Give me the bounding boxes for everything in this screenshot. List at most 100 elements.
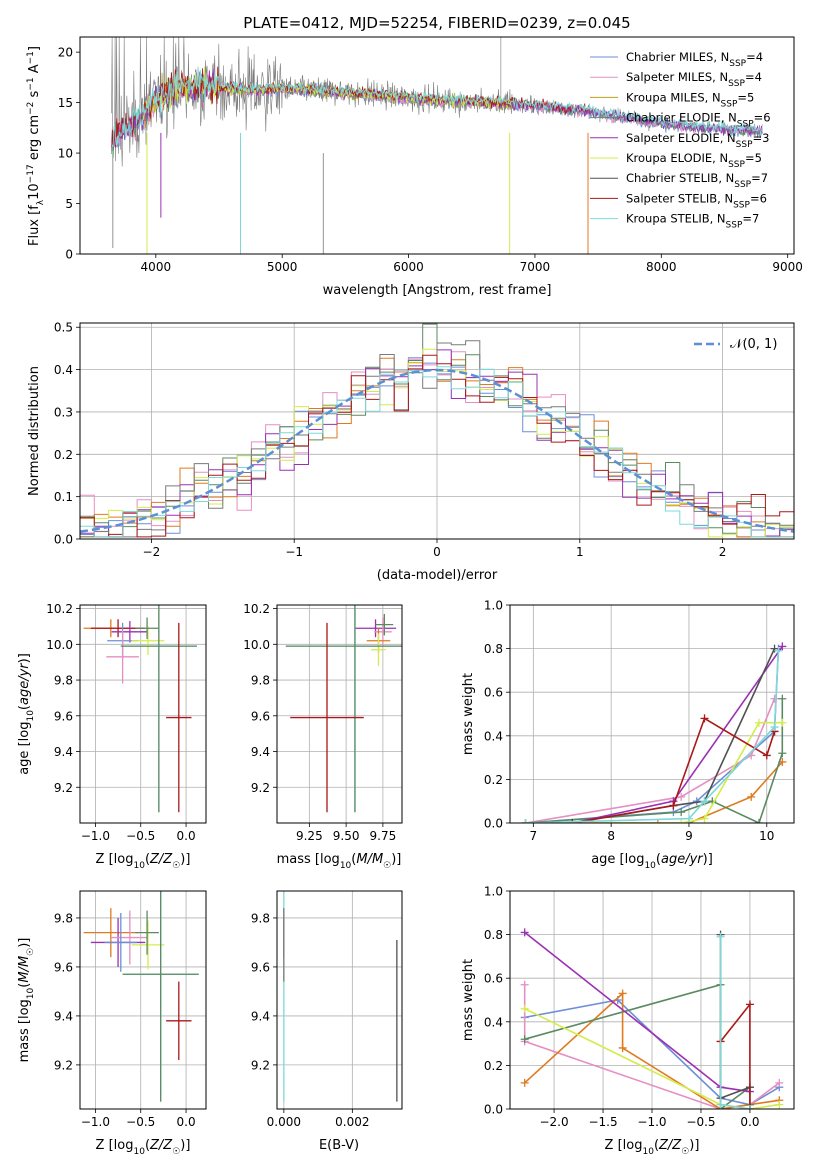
weight-marker — [770, 723, 779, 732]
y-tick-label: 9.4 — [54, 745, 73, 759]
x-axis-label: wavelength [Angstrom, rest frame] — [323, 283, 552, 298]
y-tick-label: 9.2 — [54, 781, 73, 795]
y-axis-label: mass weight — [461, 673, 476, 755]
weight-marker — [618, 989, 627, 998]
axes-frame — [276, 890, 403, 1110]
x-axis-label: (data-model)/error — [377, 568, 498, 583]
legend-entry: Salpeter ELODIE, NSSP=3 — [626, 131, 769, 150]
y-tick-label: 0.2 — [484, 773, 503, 787]
axes-spectrum: 4000 5000 6000 7000 8000 9000 0 5 10 15 20 waveleng… — [26, 36, 803, 298]
y-tick-label: 9.6 — [54, 709, 73, 723]
weight-marker — [747, 792, 756, 801]
x-axis-label: mass [log10(M/M☉)] — [277, 852, 402, 871]
x-axis-label: E(B-V) — [319, 1138, 359, 1153]
x-axis-label: Z [log10(Z/Z☉)] — [605, 1138, 700, 1157]
y-tick-label: 20 — [58, 46, 73, 60]
weight-marker — [653, 819, 662, 823]
weight-marker — [669, 801, 678, 810]
axes-frame — [79, 604, 207, 824]
plot-area-age_vs_mass — [277, 605, 402, 823]
x-tick-label: 2 — [719, 545, 727, 559]
weight-marker — [520, 1078, 529, 1087]
x-tick-label: −2 — [143, 545, 161, 559]
y-axis-label: mass weight — [461, 959, 476, 1041]
weight-series — [524, 991, 780, 1109]
x-tick-label: 0.0 — [177, 829, 196, 843]
y-tick-label: 9.4 — [251, 745, 270, 759]
x-tick-label: 9 — [685, 829, 693, 843]
weight-marker — [677, 808, 686, 817]
y-tick-label: 9.6 — [251, 960, 270, 974]
y-tick-label: 10.0 — [243, 638, 270, 652]
plot-area-spectrum — [111, 37, 763, 254]
x-axis-label: age [log10(age/yr)] — [591, 852, 713, 871]
y-tick-label: 0.3 — [54, 405, 73, 419]
weight-series — [523, 984, 780, 1109]
x-axis-label: Z [log10(Z/Z☉)] — [96, 852, 191, 871]
axes-frame — [509, 890, 795, 1110]
legend-entry: Chabrier MILES, NSSP=4 — [626, 50, 763, 69]
x-tick-label: 10 — [759, 829, 774, 843]
axes-frame — [79, 322, 795, 540]
y-axis-label: age [log10(age/yr)] — [17, 653, 36, 775]
y-tick-label: 0.4 — [54, 363, 73, 377]
weight-marker — [778, 749, 787, 758]
weight-marker — [775, 1100, 784, 1109]
legend-entry: Kroupa ELODIE, NSSP=5 — [626, 151, 762, 170]
y-axis-label: Flux [fλ10−17 erg cm−2 s−1 A−1] — [26, 46, 46, 246]
x-tick-label: 0.000 — [267, 1115, 301, 1129]
y-tick-label: 9.6 — [54, 960, 73, 974]
weight-marker — [754, 819, 763, 823]
x-tick-label: −0.5 — [686, 1115, 715, 1129]
weight-marker — [684, 814, 693, 823]
axes-age_vs_Z: −1.0 −0.5 0.0 9.2 9.4 9.6 9.8 10.0 10.2 Z [log10(… — [17, 602, 207, 871]
y-axis-label: Normed distribution — [27, 366, 42, 496]
y-tick-label: 0.1 — [54, 490, 73, 504]
weight-marker — [774, 646, 783, 655]
weight-marker — [775, 1078, 784, 1087]
plot-area-age_vs_Z — [80, 605, 206, 823]
weight-marker — [762, 751, 771, 760]
x-tick-label: 4000 — [141, 260, 172, 274]
y-tick-label: 0.8 — [484, 928, 503, 942]
weight-marker — [520, 1035, 529, 1044]
legend-entry: Kroupa MILES, NSSP=5 — [626, 90, 754, 109]
spectrum-model-line — [111, 66, 763, 153]
axes-mass_vs_ebv: 0.000 0.002 9.2 9.4 9.6 9.8 E(B-V) — [251, 890, 403, 1153]
weight-marker — [716, 1100, 725, 1109]
y-tick-label: 0 — [65, 248, 73, 262]
histogram-series — [80, 340, 794, 538]
axes-mass_vs_Z: −1.0 −0.5 0.0 9.2 9.4 9.6 9.8 Z [log10(Z/Z☉)] ma… — [17, 890, 207, 1157]
x-tick-label: 9.75 — [370, 829, 397, 843]
weight-marker — [520, 980, 529, 989]
y-tick-label: 9.8 — [54, 674, 73, 688]
axes-frame — [509, 604, 795, 824]
weight-marker — [677, 819, 686, 823]
axes-frame — [79, 890, 207, 1110]
weight-marker — [716, 932, 725, 941]
plot-area-mass_weight_vs_age — [510, 605, 794, 823]
y-tick-label: 0.0 — [54, 533, 73, 547]
x-tick-label: 0.0 — [177, 1115, 196, 1129]
y-tick-label: 0.6 — [484, 972, 503, 986]
y-tick-label: 9.2 — [54, 1058, 73, 1072]
weight-series — [525, 698, 784, 823]
y-tick-label: 0.0 — [484, 1103, 503, 1117]
y-tick-label: 9.2 — [251, 1058, 270, 1072]
x-tick-label: 6000 — [393, 260, 424, 274]
weight-marker — [520, 1004, 529, 1013]
y-tick-label: 0.8 — [484, 642, 503, 656]
legend-entry: Chabrier ELODIE, NSSP=6 — [626, 111, 771, 130]
plot-area-residuals — [80, 323, 794, 539]
weight-marker — [770, 694, 779, 703]
x-tick-label: 9000 — [772, 260, 803, 274]
axes-frame — [276, 604, 403, 824]
plot-area-mass_vs_ebv — [277, 891, 402, 1109]
x-tick-label: −1 — [285, 545, 303, 559]
axes-age_vs_mass: 9.25 9.50 9.75 9.2 9.4 9.6 9.8 10.0 10.2 mass [lo… — [243, 602, 403, 871]
y-tick-label: 9.4 — [54, 1009, 73, 1023]
y-tick-label: 9.6 — [251, 709, 270, 723]
y-tick-label: 0.2 — [54, 448, 73, 462]
x-tick-label: −1.0 — [81, 829, 110, 843]
